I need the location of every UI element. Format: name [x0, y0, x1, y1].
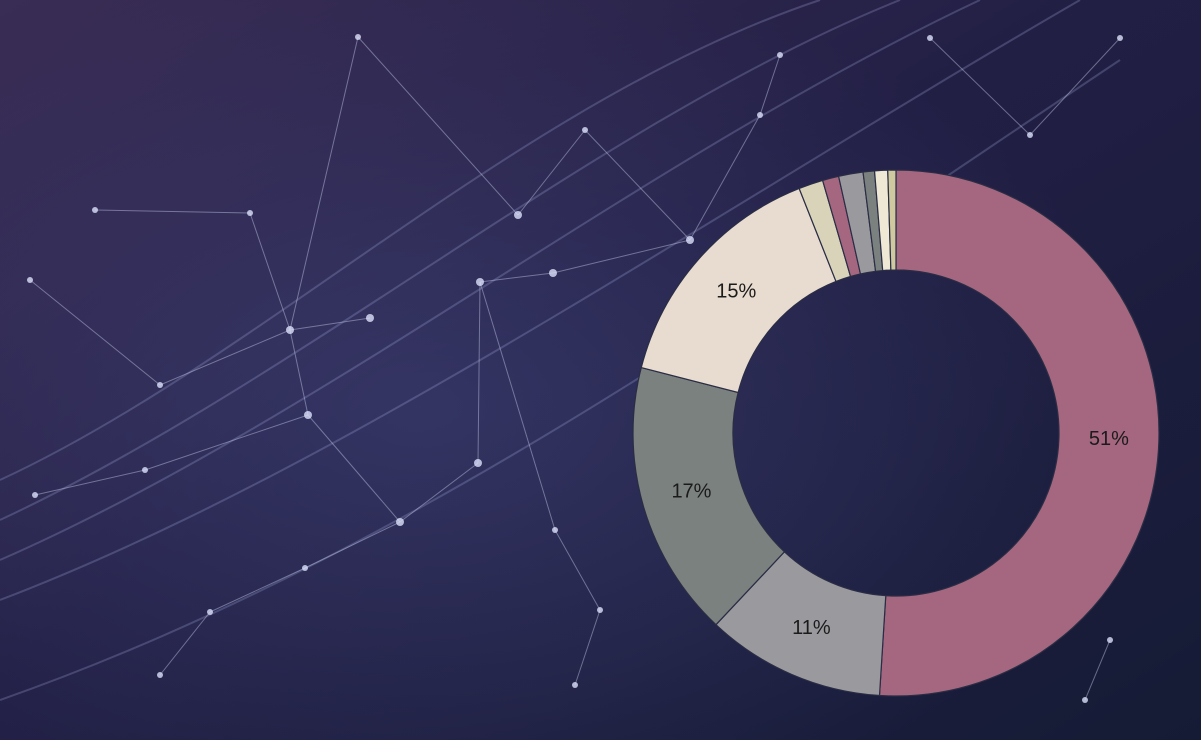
- slice-label: 51%: [1089, 428, 1129, 450]
- slice-label: 15%: [716, 280, 756, 302]
- donut-slice: [878, 169, 1160, 697]
- slice-label: 17%: [671, 481, 711, 503]
- background-network: [27, 34, 1123, 703]
- donut-slice: [887, 169, 897, 271]
- slice-label: 11%: [792, 617, 831, 639]
- background-waves: [0, 0, 1121, 701]
- donut: 51% 11% 17% 15%: [632, 169, 1160, 697]
